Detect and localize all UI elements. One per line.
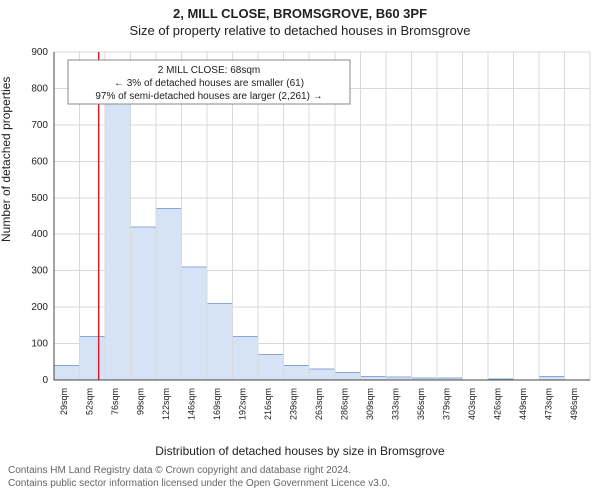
footer-attribution: Contains HM Land Registry data © Crown c… bbox=[0, 458, 600, 490]
x-tick-label: 403sqm bbox=[467, 388, 477, 420]
y-tick-label: 400 bbox=[31, 229, 48, 240]
y-tick-label: 800 bbox=[31, 83, 48, 94]
y-tick-label: 900 bbox=[31, 47, 48, 58]
x-tick-label: 146sqm bbox=[186, 388, 196, 420]
page-subtitle: Size of property relative to detached ho… bbox=[0, 21, 600, 42]
x-tick-label: 263sqm bbox=[314, 388, 324, 420]
chart-container: Number of detached properties 0 100 200 300… bbox=[0, 42, 600, 442]
histogram-bar bbox=[182, 267, 208, 380]
histogram-bar bbox=[131, 227, 157, 380]
y-tick-label: 200 bbox=[31, 302, 48, 313]
annotation-line-1: 2 MILL CLOSE: 68sqm bbox=[158, 65, 260, 76]
histogram-bar bbox=[80, 336, 106, 380]
histogram-chart: 0 100 200 300 400 500 600 700 800 900 29sqm 52sqm 76… bbox=[0, 42, 600, 442]
x-tick-label: 309sqm bbox=[365, 388, 375, 420]
x-tick-label: 333sqm bbox=[391, 388, 401, 420]
histogram-bar bbox=[360, 376, 386, 380]
histogram-bar bbox=[284, 365, 310, 380]
page-title: 2, MILL CLOSE, BROMSGROVE, B60 3PF bbox=[0, 0, 600, 21]
histogram-bar bbox=[309, 369, 335, 380]
x-tick-label: 122sqm bbox=[161, 388, 171, 420]
x-tick-label: 99sqm bbox=[135, 388, 145, 415]
y-tick-label: 100 bbox=[31, 339, 48, 350]
footer-line-2: Contains public sector information licen… bbox=[8, 477, 592, 490]
y-axis-label: Number of detached properties bbox=[0, 77, 13, 242]
histogram-bar bbox=[156, 209, 182, 380]
y-tick-label: 0 bbox=[42, 375, 48, 386]
x-tick-label: 216sqm bbox=[263, 388, 273, 420]
y-tick-label: 300 bbox=[31, 266, 48, 277]
annotation-line-2: ← 3% of detached houses are smaller (61) bbox=[114, 78, 304, 89]
x-tick-label: 239sqm bbox=[288, 388, 298, 420]
histogram-bar bbox=[207, 303, 233, 380]
footer-line-1: Contains HM Land Registry data © Crown c… bbox=[8, 464, 592, 477]
y-tick-label: 600 bbox=[31, 156, 48, 167]
x-tick-label: 426sqm bbox=[493, 388, 503, 420]
histogram-bar bbox=[335, 373, 361, 380]
x-axis-label: Distribution of detached houses by size … bbox=[0, 442, 600, 458]
x-tick-label: 473sqm bbox=[544, 388, 554, 420]
annotation-line-3: 97% of semi-detached houses are larger (… bbox=[95, 91, 322, 102]
x-tick-label: 192sqm bbox=[237, 388, 247, 420]
y-tick-label: 700 bbox=[31, 120, 48, 131]
x-tick-label: 379sqm bbox=[442, 388, 452, 420]
x-tick-label: 356sqm bbox=[416, 388, 426, 420]
x-tick-label: 29sqm bbox=[59, 388, 69, 415]
x-tick-label: 449sqm bbox=[518, 388, 528, 420]
x-tick-label: 76sqm bbox=[110, 388, 120, 415]
histogram-bar bbox=[233, 336, 259, 380]
y-tick-label: 500 bbox=[31, 193, 48, 204]
histogram-bar bbox=[105, 81, 131, 380]
x-tick-label: 52sqm bbox=[84, 388, 94, 415]
histogram-bar bbox=[54, 365, 80, 380]
x-tick-label: 286sqm bbox=[340, 388, 350, 420]
x-tick-label: 496sqm bbox=[569, 388, 579, 420]
histogram-bar bbox=[258, 354, 284, 380]
x-tick-label: 169sqm bbox=[212, 388, 222, 420]
histogram-bar bbox=[539, 376, 565, 380]
